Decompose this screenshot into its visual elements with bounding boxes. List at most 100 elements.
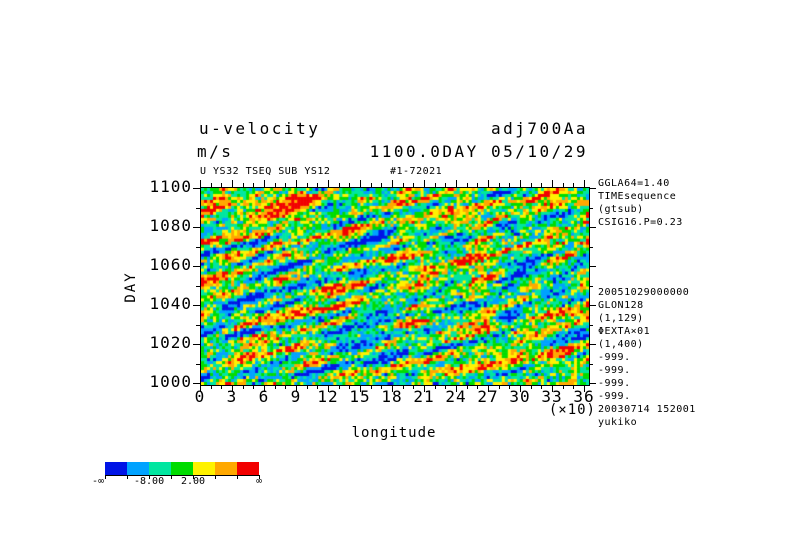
y-tick-label: 1080 xyxy=(149,216,192,235)
x-tick-label: 3 xyxy=(226,387,238,406)
x-tick-label: 6 xyxy=(258,387,270,406)
x-axis-tick xyxy=(328,385,329,392)
x-axis-tick xyxy=(520,385,521,392)
x-axis-tick xyxy=(552,180,553,187)
x-axis-tick xyxy=(275,385,276,389)
annotation-line: -999. xyxy=(598,378,631,389)
x-axis-tick xyxy=(381,183,382,187)
colorbar-cell xyxy=(105,462,127,475)
y-axis-tick xyxy=(196,364,200,365)
x-axis-tick xyxy=(413,385,414,389)
y-tick-label: 1040 xyxy=(149,294,192,313)
x-axis-tick xyxy=(573,183,574,187)
colorbar-tick xyxy=(149,475,150,479)
x-axis-tick xyxy=(509,183,510,187)
x-axis-tick xyxy=(221,385,222,389)
annotation-line: CSIG16.P=0.23 xyxy=(598,217,683,228)
colorbar-cell xyxy=(215,462,237,475)
x-axis-tick xyxy=(285,183,286,187)
annotation-line: -999. xyxy=(598,365,631,376)
meta-record-label: #1-72021 xyxy=(390,166,443,177)
x-axis-tick xyxy=(317,385,318,389)
y-axis-tick xyxy=(589,305,596,306)
x-axis-tick xyxy=(424,180,425,187)
colorbar-cell xyxy=(127,462,149,475)
y-tick-label: 1100 xyxy=(149,177,192,196)
colorbar-tick xyxy=(237,475,238,479)
annotation-line: (1,400) xyxy=(598,339,644,350)
x-axis-tick xyxy=(253,385,254,389)
x-axis-tick xyxy=(211,183,212,187)
x-axis-tick xyxy=(264,180,265,187)
x-axis-tick xyxy=(488,180,489,187)
colorbar-boundary-label: 2.00 xyxy=(180,476,206,487)
annotation-line: -999. xyxy=(598,352,631,363)
timestamp-label: 1100.0DAY 05/10/29 xyxy=(369,142,588,161)
x-axis-tick xyxy=(403,385,404,389)
y-axis-tick xyxy=(193,344,200,345)
x-axis-tick xyxy=(200,385,201,392)
colorbar-tick xyxy=(105,475,106,479)
x-tick-label: 36 xyxy=(573,387,595,406)
x-axis-tick xyxy=(392,180,393,187)
x-axis-tick xyxy=(339,385,340,389)
x-axis-tick xyxy=(296,385,297,392)
x-axis-tick xyxy=(552,385,553,392)
annotation-line: GGLA64=1.40 xyxy=(598,178,670,189)
x-axis-tick xyxy=(413,183,414,187)
x-axis-tick xyxy=(456,385,457,392)
annotation-line: GLON128 xyxy=(598,300,644,311)
y-tick-label: 1020 xyxy=(149,333,192,352)
x-axis-tick xyxy=(509,385,510,389)
y-axis-title: DAY xyxy=(123,271,139,303)
y-axis-tick xyxy=(196,286,200,287)
x-axis-tick xyxy=(243,385,244,389)
page-title: u-velocity xyxy=(199,119,321,138)
x-axis-tick xyxy=(381,385,382,389)
x-axis-tick xyxy=(371,183,372,187)
y-axis-tick xyxy=(589,247,593,248)
y-axis-tick xyxy=(589,266,596,267)
x-axis-tick xyxy=(232,180,233,187)
y-axis-tick xyxy=(193,188,200,189)
x-tick-label: 0 xyxy=(194,387,206,406)
y-axis-tick xyxy=(193,305,200,306)
x-tick-label: 24 xyxy=(445,387,467,406)
y-axis-tick xyxy=(193,383,200,384)
plot-frame xyxy=(193,180,596,392)
x-axis-tick xyxy=(253,183,254,187)
annotation-line: ΦEXTA×01 xyxy=(598,326,651,337)
x-axis-tick xyxy=(275,183,276,187)
x-axis-tick xyxy=(360,180,361,187)
colorbar-tick xyxy=(193,475,194,479)
colorbar-cell xyxy=(193,462,215,475)
y-axis-tick xyxy=(589,286,593,287)
x-axis-tick xyxy=(232,385,233,392)
x-axis-tick xyxy=(584,385,585,392)
x-tick-label: 18 xyxy=(381,387,403,406)
colorbar-cell xyxy=(237,462,259,475)
x-axis-tick xyxy=(211,385,212,389)
y-axis-tick xyxy=(196,325,200,326)
meta-source-label: U YS32 TSEQ SUB YS12 xyxy=(200,166,331,177)
x-axis-tick xyxy=(541,385,542,389)
x-axis-tick xyxy=(563,385,564,389)
y-axis-tick xyxy=(589,227,596,228)
x-axis-tick xyxy=(296,180,297,187)
y-axis-tick xyxy=(589,188,596,189)
right-annotation-group-1: GGLA64=1.40 TIMEsequence (gtsub) CSIG16.P=0… xyxy=(598,177,683,229)
annotation-line: 20030714 152001 xyxy=(598,404,696,415)
colorbar-cell xyxy=(171,462,193,475)
colorbar-tick xyxy=(259,475,260,479)
x-axis-tick xyxy=(467,385,468,389)
x-axis-tick xyxy=(573,385,574,389)
x-axis-tick xyxy=(403,183,404,187)
x-axis-scale-note: (×10) xyxy=(548,402,596,418)
x-tick-label: 33 xyxy=(541,387,563,406)
colorbar-tick xyxy=(215,475,216,479)
x-tick-label: 9 xyxy=(290,387,302,406)
x-axis-tick xyxy=(488,385,489,392)
x-axis-tick xyxy=(467,183,468,187)
x-axis-tick xyxy=(349,183,350,187)
